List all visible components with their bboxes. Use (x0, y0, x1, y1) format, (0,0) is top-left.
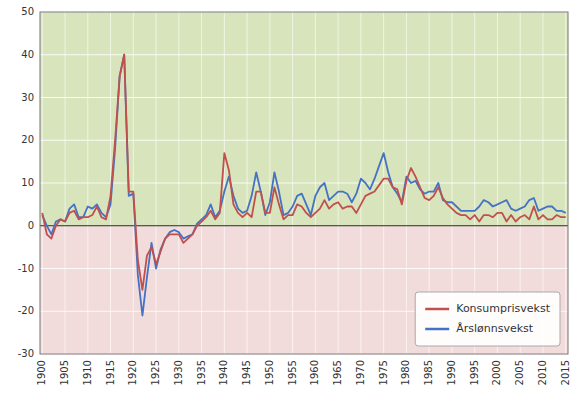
x-grid-line (156, 12, 157, 354)
x-grid-line (87, 12, 88, 354)
x-grid-line (383, 12, 384, 354)
y-tick-label: -30 (18, 348, 34, 359)
x-tick-label: 2005 (514, 360, 525, 385)
x-grid-line (247, 12, 248, 354)
x-grid-line (42, 12, 43, 354)
x-tick-label: 1940 (218, 360, 229, 385)
x-grid-line (565, 12, 566, 354)
x-tick-label: 1985 (423, 360, 434, 385)
x-grid-line (292, 12, 293, 354)
chart: -30 -20 -10 0 10 20 30 40 50 1900 1905 1910 1915 1920… (0, 0, 580, 400)
grid (40, 12, 568, 354)
x-axis: 1900 1905 1910 1915 1920 1925 1930 1935 1940 1945… (36, 360, 570, 385)
x-tick-label: 1915 (105, 360, 116, 385)
legend-swatch (425, 328, 449, 331)
series-line (42, 55, 565, 316)
x-tick-label: 1920 (127, 360, 138, 385)
y-grid-line (40, 140, 568, 141)
x-tick-label: 1975 (378, 360, 389, 385)
x-grid-line (133, 12, 134, 354)
x-tick-label: 1925 (150, 360, 161, 385)
x-tick-label: 1995 (469, 360, 480, 385)
x-tick-label: 1910 (82, 360, 93, 385)
y-grid-line (40, 225, 568, 226)
x-grid-line (338, 12, 339, 354)
y-tick-label: 20 (21, 134, 34, 145)
x-grid-line (178, 12, 179, 354)
y-tick-label: 0 (28, 220, 34, 231)
y-tick-label: -10 (18, 263, 34, 274)
x-tick-label: 1980 (400, 360, 411, 385)
zero-line (40, 225, 568, 226)
y-tick-label: 10 (21, 177, 34, 188)
series-line (42, 55, 565, 290)
x-tick-label: 1900 (36, 360, 47, 385)
x-grid-line (315, 12, 316, 354)
x-tick-label: 1955 (287, 360, 298, 385)
legend-label: Årslønnsvekst (456, 322, 534, 335)
legend-box (415, 292, 560, 346)
x-tick-label: 1950 (264, 360, 275, 385)
x-tick-label: 2010 (537, 360, 548, 385)
x-tick-label: 1960 (309, 360, 320, 385)
x-tick-label: 1990 (446, 360, 457, 385)
y-axis: -30 -20 -10 0 10 20 30 40 50 (18, 6, 34, 359)
x-tick-label: 1905 (59, 360, 70, 385)
plot-frame (40, 12, 568, 354)
legend-swatch (425, 308, 449, 311)
y-grid-line (40, 183, 568, 184)
negative-band (40, 226, 568, 354)
legend-label: Konsumprisvekst (456, 302, 550, 315)
x-grid-line (65, 12, 66, 354)
x-tick-label: 1935 (196, 360, 207, 385)
y-tick-label: 50 (21, 6, 34, 17)
x-grid-line (269, 12, 270, 354)
x-tick-label: 1970 (355, 360, 366, 385)
x-tick-label: 1945 (241, 360, 252, 385)
y-grid-line (40, 54, 568, 55)
legend: Konsumprisvekst Årslønnsvekst (415, 292, 560, 346)
x-tick-label: 2000 (491, 360, 502, 385)
x-grid-line (201, 12, 202, 354)
positive-band (40, 12, 568, 226)
y-tick-label: 40 (21, 49, 34, 60)
x-grid-line (224, 12, 225, 354)
lines (42, 55, 565, 316)
y-tick-label: 30 (21, 92, 34, 103)
x-tick-label: 1930 (173, 360, 184, 385)
x-tick-label: 2015 (560, 360, 571, 385)
x-tick-label: 1965 (332, 360, 343, 385)
y-tick-label: -20 (18, 305, 34, 316)
x-grid-line (360, 12, 361, 354)
y-grid-line (40, 268, 568, 269)
